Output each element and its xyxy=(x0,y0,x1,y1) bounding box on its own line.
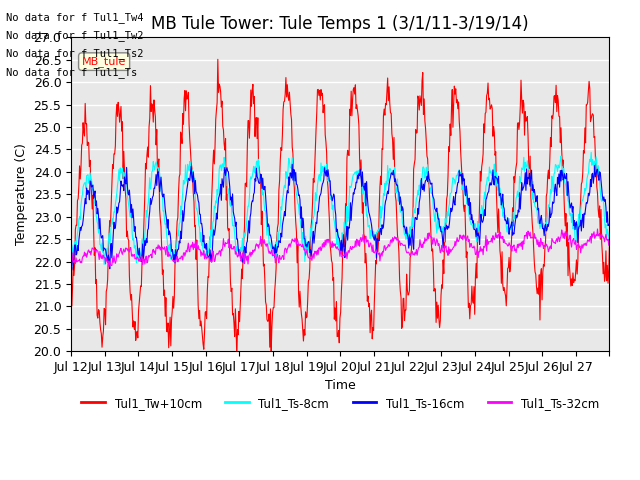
Text: No data for f Tul1_Ts: No data for f Tul1_Ts xyxy=(6,67,138,78)
Y-axis label: Temperature (C): Temperature (C) xyxy=(15,144,28,245)
Text: No data for f Tul1_Ts2: No data for f Tul1_Ts2 xyxy=(6,48,144,60)
Legend: Tul1_Tw+10cm, Tul1_Ts-8cm, Tul1_Ts-16cm, Tul1_Ts-32cm: Tul1_Tw+10cm, Tul1_Ts-8cm, Tul1_Ts-16cm,… xyxy=(77,392,604,414)
Title: MB Tule Tower: Tule Temps 1 (3/1/11-3/19/14): MB Tule Tower: Tule Temps 1 (3/1/11-3/19… xyxy=(152,15,529,33)
Text: MB_tule: MB_tule xyxy=(82,56,126,67)
Text: No data for f Tul1_Tw2: No data for f Tul1_Tw2 xyxy=(6,30,144,41)
Text: No data for f Tul1_Tw4: No data for f Tul1_Tw4 xyxy=(6,12,144,23)
X-axis label: Time: Time xyxy=(325,380,356,393)
